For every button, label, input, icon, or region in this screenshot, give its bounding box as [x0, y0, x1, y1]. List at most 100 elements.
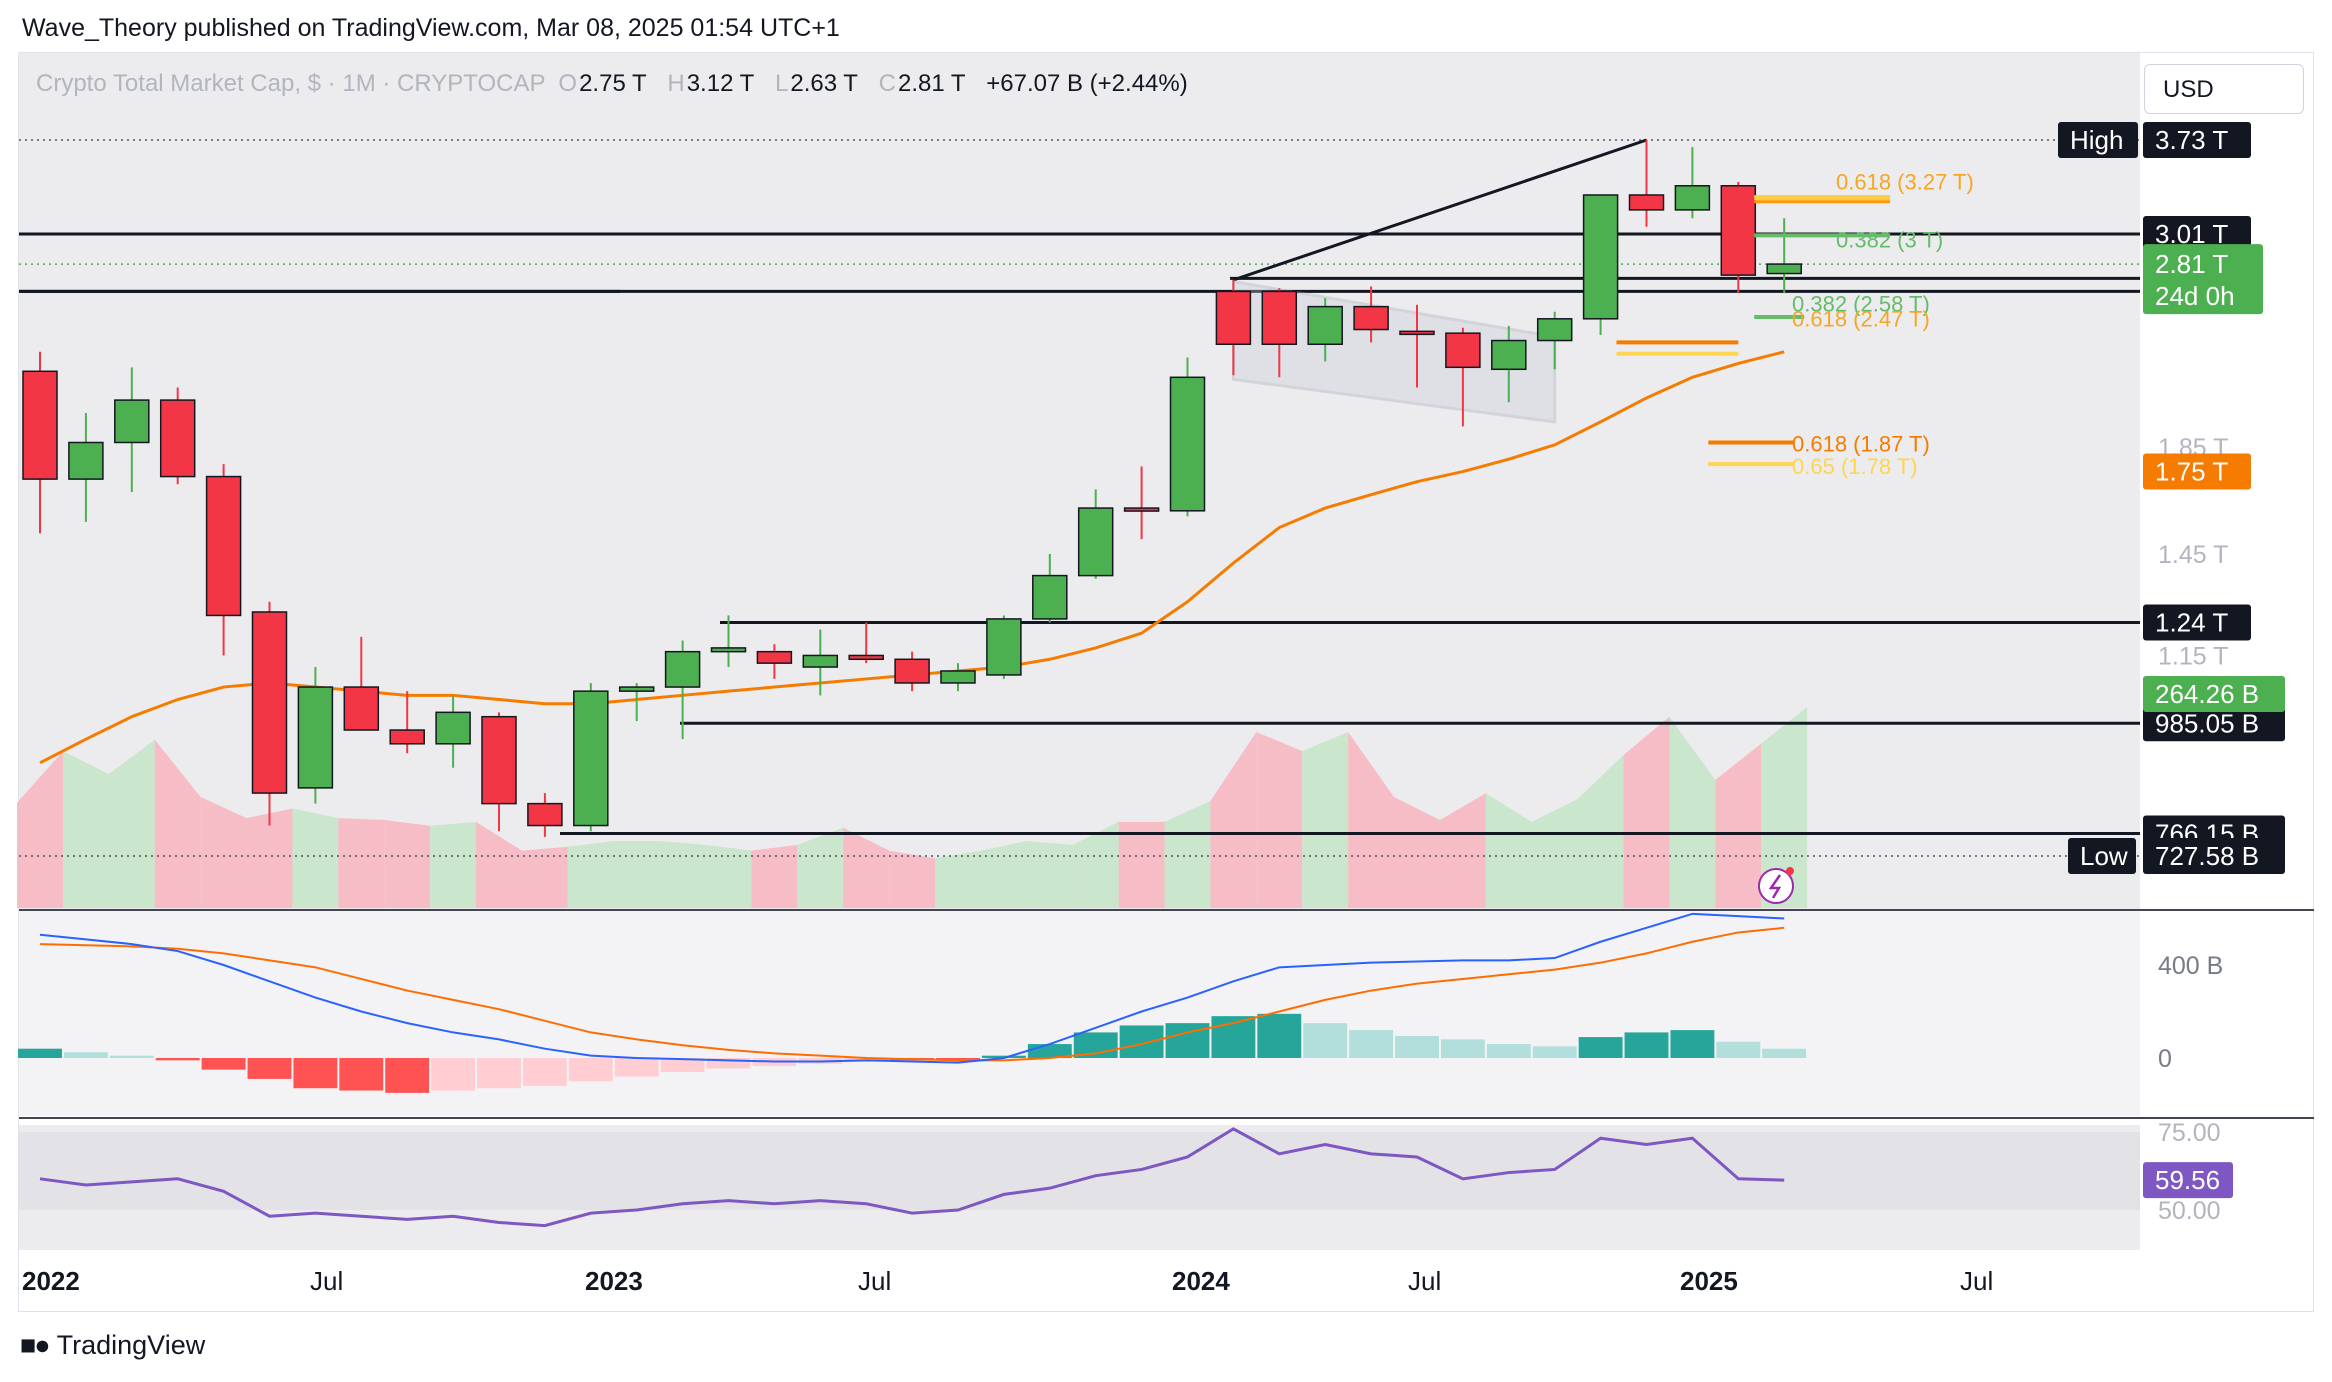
macd-histogram-bar	[522, 1058, 567, 1086]
rsi-value-tag: 59.56	[2155, 1165, 2220, 1195]
candle-body	[251, 611, 288, 794]
macd-histogram-bar	[936, 1058, 980, 1061]
macd-histogram-bar	[339, 1058, 384, 1091]
volume-area	[1577, 754, 1624, 908]
candle-body	[435, 711, 471, 745]
volume-area	[889, 850, 936, 908]
legend-high: 3.12 T	[686, 70, 755, 97]
legend-low-key: L	[774, 70, 789, 97]
volume-area	[1669, 716, 1716, 908]
x-axis-tick-label: Jul	[1960, 1266, 1993, 1296]
fib-label: 0.382 (2.58 T)	[1792, 291, 1930, 316]
macd-histogram-bar	[1532, 1046, 1577, 1058]
candle-body	[1720, 185, 1757, 276]
legend-close-key: C	[878, 70, 896, 97]
candle-body	[894, 658, 930, 684]
fib-label: 0.618 (3.27 T)	[1836, 170, 1974, 195]
volume-area	[292, 808, 339, 908]
level-price-tag: 3.01 T	[2155, 219, 2228, 249]
level-price-tag: 727.58 B	[2155, 841, 2259, 871]
legend-low: 2.63 T	[790, 70, 858, 97]
volume-area	[246, 808, 293, 908]
volume-area	[1164, 800, 1211, 908]
level-price-tag: 3.73 T	[2155, 125, 2228, 155]
macd-scale-label: 0	[2158, 1045, 2172, 1073]
macd-histogram-bar	[706, 1058, 751, 1069]
candle-body	[1169, 376, 1206, 512]
tradingview-brand: TradingView	[56, 1330, 206, 1360]
macd-scale-label: 400 B	[2158, 952, 2223, 980]
volume-area	[384, 819, 431, 908]
candle-body	[343, 686, 380, 731]
macd-histogram-bar	[1624, 1032, 1669, 1058]
candle-body	[1123, 507, 1160, 512]
tradingview-logo-icon: ■●	[20, 1330, 51, 1360]
candle-body	[205, 475, 242, 617]
level-price-tag-bg	[2143, 215, 2251, 252]
macd-histogram-bar	[431, 1058, 476, 1091]
volume-area	[659, 841, 706, 908]
candle-body	[618, 686, 655, 692]
fib-label: 0.618 (1.87 T)	[1792, 431, 1930, 456]
macd-histogram-bar	[614, 1058, 659, 1077]
candle-body	[159, 399, 196, 478]
chart-frame	[18, 52, 2314, 1312]
candle-body	[1399, 330, 1435, 336]
volume-tag: 264.26 B	[2155, 679, 2259, 709]
currency-button[interactable]: USD	[2144, 64, 2304, 114]
lightning-icon	[1758, 868, 1794, 904]
volume-area	[108, 739, 155, 908]
last-price-tag-bg	[2143, 244, 2263, 315]
volume-area	[1623, 716, 1670, 908]
rsi-line	[39, 1127, 1785, 1228]
legend-change: +67.07 B (+2.44%)	[986, 70, 1188, 97]
volume-area	[1715, 743, 1762, 908]
macd-histogram-bar	[293, 1058, 338, 1089]
fib-label: 0.65 (1.78 T)	[1792, 454, 1918, 479]
volume-area	[200, 797, 247, 908]
candle-body	[986, 618, 1022, 676]
volume-area	[521, 846, 568, 908]
volume-area	[843, 827, 890, 908]
fib-label: 0.618 (2.47 T)	[1792, 307, 1930, 332]
candle-body	[1353, 305, 1389, 331]
fib-label: 0.382 (3 T)	[1836, 227, 1943, 252]
level-name-tag-bg	[2068, 838, 2136, 874]
level-price-tag-bg	[2143, 838, 2285, 874]
tradingview-footer[interactable]: ■● TradingView	[20, 1330, 205, 1361]
candle-body	[756, 650, 793, 664]
volume-area	[567, 841, 614, 908]
candle-body	[1307, 305, 1343, 346]
candle-body	[114, 399, 150, 444]
x-axis-tick-label: Jul	[310, 1266, 343, 1296]
legend-close: 2.81 T	[897, 70, 966, 97]
candle-body	[940, 670, 976, 684]
trendline	[1232, 138, 1647, 282]
macd-histogram-bar	[1395, 1035, 1439, 1058]
macd-histogram-bar	[63, 1052, 108, 1058]
legend-high-key: H	[667, 70, 685, 97]
volume-area	[1302, 731, 1349, 908]
candle-body	[573, 690, 609, 827]
price-scale-label: 1.45 T	[2158, 541, 2228, 569]
volume-area	[797, 827, 844, 908]
volume-area	[1394, 797, 1440, 908]
volume-area	[1118, 821, 1165, 908]
price-pane-bg	[19, 53, 2140, 909]
volume-area	[476, 821, 522, 908]
candle-body	[389, 729, 425, 745]
macd-histogram-bar	[1578, 1037, 1623, 1058]
volume-area	[935, 850, 981, 908]
rsi-value-tag-bg	[2143, 1162, 2233, 1199]
volume-area	[1210, 731, 1257, 908]
volume-area	[62, 751, 109, 908]
last-price-tag: 2.81 T	[2155, 249, 2228, 279]
level-price-tag: 1.24 T	[2155, 607, 2228, 637]
macd-line	[39, 912, 1785, 1064]
candle-body	[1766, 263, 1802, 275]
candle-body	[1261, 290, 1298, 346]
volume-area	[1026, 841, 1073, 908]
x-axis-tick-label: 2024	[1172, 1266, 1230, 1296]
publisher-caption: Wave_Theory published on TradingView.com…	[22, 14, 840, 42]
